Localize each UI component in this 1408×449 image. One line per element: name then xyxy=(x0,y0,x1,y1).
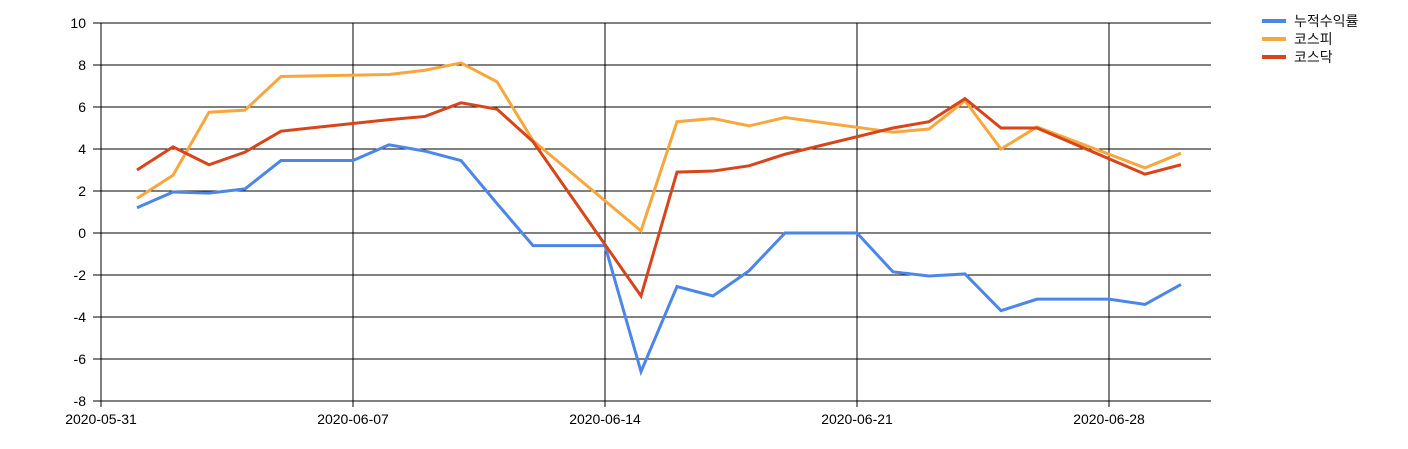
legend-label-코스피: 코스피 xyxy=(1294,31,1333,47)
x-tick-label: 2020-06-21 xyxy=(821,411,893,427)
y-tick-label: -2 xyxy=(74,267,87,283)
legend-label-누적수익률: 누적수익률 xyxy=(1294,13,1359,29)
series-line-코스닥 xyxy=(136,96,1182,300)
y-tick-label: 8 xyxy=(78,57,86,73)
y-tick-label: -4 xyxy=(74,309,87,325)
y-tick-label: -8 xyxy=(74,393,87,409)
y-tick-label: 6 xyxy=(78,99,86,115)
x-tick-label: 2020-06-28 xyxy=(1073,411,1145,427)
y-tick-label: 10 xyxy=(70,15,86,31)
y-tick-label: -6 xyxy=(74,351,87,367)
x-tick-label: 2020-06-07 xyxy=(317,411,389,427)
series-line-코스피 xyxy=(136,61,1182,234)
y-tick-label: 4 xyxy=(78,141,86,157)
series-line-누적수익률 xyxy=(136,143,1182,377)
x-tick-label: 2020-05-31 xyxy=(65,411,137,427)
y-tick-label: 0 xyxy=(78,225,86,241)
legend-label-코스닥: 코스닥 xyxy=(1294,49,1333,65)
y-tick-label: 2 xyxy=(78,183,86,199)
x-tick-label: 2020-06-14 xyxy=(569,411,641,427)
